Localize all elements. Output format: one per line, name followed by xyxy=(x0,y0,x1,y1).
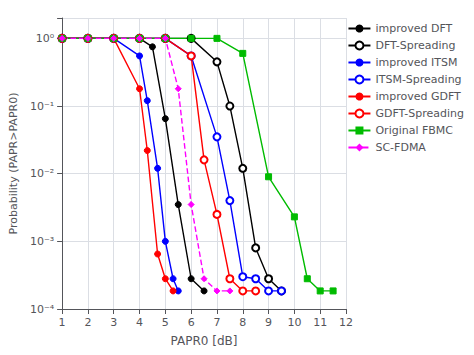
svg-text:ITSM-Spreading: ITSM-Spreading xyxy=(375,73,461,86)
svg-text:10⁻⁴: 10⁻⁴ xyxy=(30,303,55,316)
svg-text:Probability (PAPR>PAPR0): Probability (PAPR>PAPR0) xyxy=(7,93,20,235)
svg-text:5: 5 xyxy=(162,316,169,329)
svg-text:10⁻¹: 10⁻¹ xyxy=(30,100,54,113)
svg-text:GDFT-Spreading: GDFT-Spreading xyxy=(375,107,464,120)
svg-text:11: 11 xyxy=(313,316,327,329)
svg-text:improved ITSM: improved ITSM xyxy=(375,56,457,69)
svg-text:10⁻³: 10⁻³ xyxy=(30,235,54,248)
svg-text:4: 4 xyxy=(136,316,143,329)
svg-text:7: 7 xyxy=(213,316,220,329)
svg-text:6: 6 xyxy=(188,316,195,329)
svg-text:3: 3 xyxy=(110,316,117,329)
svg-text:1: 1 xyxy=(59,316,66,329)
svg-text:9: 9 xyxy=(265,316,272,329)
svg-text:2: 2 xyxy=(84,316,91,329)
svg-text:SC-FDMA: SC-FDMA xyxy=(375,141,426,154)
svg-text:8: 8 xyxy=(239,316,246,329)
svg-text:10⁰: 10⁰ xyxy=(36,32,55,45)
svg-text:improved DFT: improved DFT xyxy=(375,22,452,35)
svg-text:PAPR0 [dB]: PAPR0 [dB] xyxy=(171,334,238,348)
svg-text:12: 12 xyxy=(339,316,353,329)
svg-text:10: 10 xyxy=(287,316,301,329)
svg-text:10⁻²: 10⁻² xyxy=(30,167,54,180)
svg-text:Original FBMC: Original FBMC xyxy=(375,124,453,137)
svg-text:DFT-Spreading: DFT-Spreading xyxy=(375,39,455,52)
svg-text:improved GDFT: improved GDFT xyxy=(375,90,461,103)
